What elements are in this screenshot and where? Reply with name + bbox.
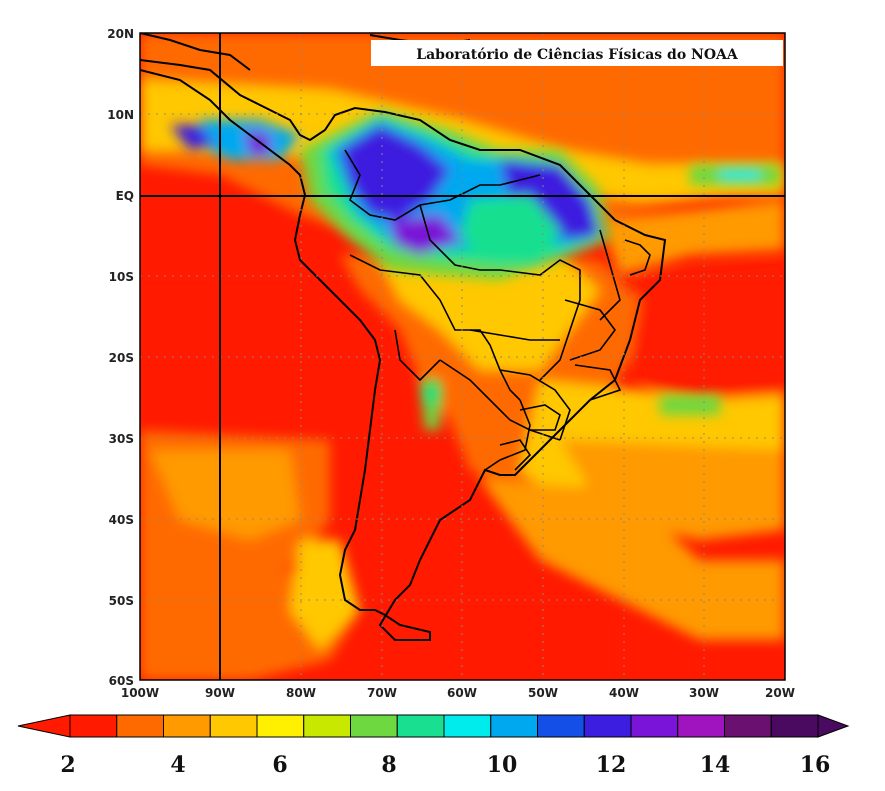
precip-fields bbox=[140, 33, 785, 680]
lat-labels: 20N 10N EQ 10S 20S 30S 40S 50S 60S bbox=[107, 27, 134, 688]
colorbar-label: 10 bbox=[487, 752, 518, 778]
lon-label: 20W bbox=[765, 686, 795, 700]
colorbar-label: 4 bbox=[170, 752, 185, 778]
colorbar-swatch bbox=[116, 714, 164, 738]
colorbar-swatch bbox=[630, 714, 679, 738]
lon-label: 50W bbox=[528, 686, 558, 700]
colorbar-labels: 2 4 6 8 10 12 14 16 bbox=[60, 752, 830, 778]
colorbar-arrow-low bbox=[17, 714, 71, 738]
colorbar-label: 2 bbox=[60, 752, 75, 778]
colorbar-label: 16 bbox=[800, 752, 831, 778]
lat-label: 50S bbox=[109, 594, 134, 608]
colorbar-swatch bbox=[163, 714, 211, 738]
lon-label: 30W bbox=[689, 686, 719, 700]
colorbar-swatch bbox=[303, 714, 351, 738]
lat-label: 20S bbox=[109, 351, 134, 365]
plot-area bbox=[140, 33, 785, 680]
colorbar-label: 12 bbox=[596, 752, 627, 778]
lat-label: 30S bbox=[109, 432, 134, 446]
colorbar-swatch bbox=[209, 714, 258, 738]
lon-label: 90W bbox=[205, 686, 235, 700]
map-title: Laboratório de Ciências Físicas do NOAA bbox=[416, 47, 739, 63]
graticule bbox=[140, 33, 785, 680]
colorbar-swatch bbox=[490, 714, 538, 738]
lat-label: 20N bbox=[107, 27, 134, 41]
colorbar-swatch bbox=[396, 714, 445, 738]
lon-label: 60W bbox=[447, 686, 477, 700]
colorbar-swatch bbox=[443, 714, 492, 738]
colorbar-swatch bbox=[724, 714, 772, 738]
title-box: Laboratório de Ciências Físicas do NOAA bbox=[371, 40, 783, 66]
lon-label: 70W bbox=[367, 686, 397, 700]
colorbar-label: 6 bbox=[272, 752, 287, 778]
plot-frame bbox=[139, 32, 786, 681]
colorbar-swatch bbox=[583, 714, 632, 738]
lon-labels: 100W 90W 80W 70W 60W 50W 40W 30W 20W bbox=[121, 686, 795, 700]
country-borders bbox=[344, 149, 651, 471]
lat-label: 10S bbox=[109, 270, 134, 284]
colorbar-swatch bbox=[350, 714, 398, 738]
colorbar-label: 14 bbox=[700, 752, 731, 778]
lon-label: 100W bbox=[121, 686, 159, 700]
lat-label: 60S bbox=[109, 674, 134, 688]
colorbar-arrow-high bbox=[817, 714, 850, 738]
lon-label: 80W bbox=[286, 686, 316, 700]
lat-label: 40S bbox=[109, 513, 134, 527]
lon-label: 40W bbox=[609, 686, 639, 700]
colorbar-swatch bbox=[69, 714, 118, 738]
colorbar-swatch bbox=[677, 714, 725, 738]
lat-label: 10N bbox=[107, 108, 134, 122]
colorbar-label: 8 bbox=[381, 752, 396, 778]
colorbar-swatch bbox=[537, 714, 585, 738]
colorbar-swatch bbox=[256, 714, 305, 738]
colorbar-swatch bbox=[770, 714, 819, 738]
lat-label: EQ bbox=[116, 189, 134, 203]
colorbar bbox=[17, 714, 850, 738]
